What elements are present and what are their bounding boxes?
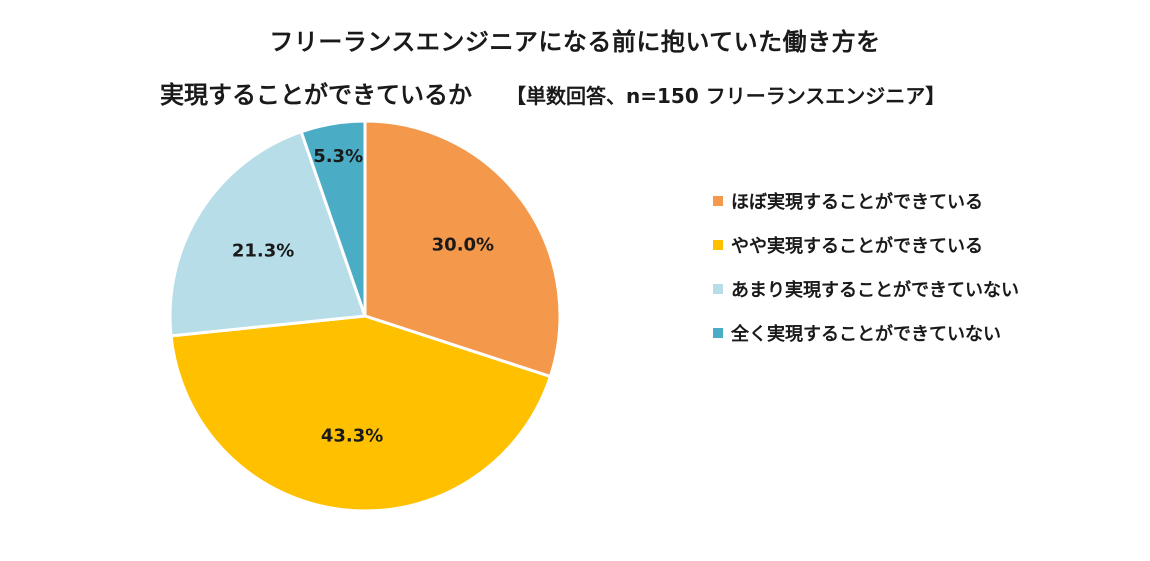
legend: ほぼ実現することができている やや実現することができているあまり実現することができ… [713, 190, 1019, 366]
slice-not-much [168, 130, 367, 338]
legend-label: あまり実現することができていない [731, 280, 1019, 301]
legend-label: ほぼ実現することができている [731, 192, 983, 213]
data-label: 5.3% [313, 146, 363, 167]
chart-title-line2: 実現することができているか 【単数回答、n=150 フリーランスエンジニア】 [160, 75, 945, 110]
slice-almost [363, 119, 562, 379]
slice-not-at-all [299, 119, 367, 318]
chart-title-main: 実現することができているか [160, 81, 472, 109]
legend-item: あまり実現することができていない [713, 278, 1019, 301]
legend-label: やや実現することができている [731, 236, 983, 257]
slice-somewhat [169, 314, 552, 513]
chart-title-line1: フリーランスエンジニアになる前に抱いていた働き方を [269, 28, 881, 56]
chart-subtitle: 【単数回答、n=150 フリーランスエンジニア】 [506, 84, 946, 108]
data-label: 43.3% [321, 426, 383, 447]
legend-label: 全く実現することができていない [731, 324, 1001, 345]
legend-swatch [713, 284, 723, 294]
legend-swatch [713, 240, 723, 250]
legend-swatch [713, 196, 723, 206]
pie-slices [168, 119, 562, 513]
legend-item: ほぼ実現することができている [713, 190, 1019, 213]
legend-item: 全く実現することができていない [713, 322, 1019, 345]
data-label: 30.0% [432, 235, 494, 256]
legend-swatch [713, 328, 723, 338]
data-label: 21.3% [232, 241, 294, 262]
legend-item: やや実現することができている [713, 234, 1019, 257]
pie-labels: 30.0% 43.3% 21.3% 5.3% [232, 146, 494, 447]
